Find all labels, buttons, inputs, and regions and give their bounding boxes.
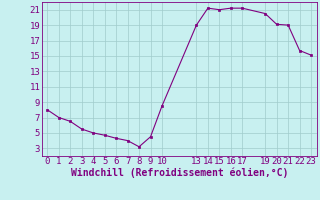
X-axis label: Windchill (Refroidissement éolien,°C): Windchill (Refroidissement éolien,°C) (70, 168, 288, 178)
